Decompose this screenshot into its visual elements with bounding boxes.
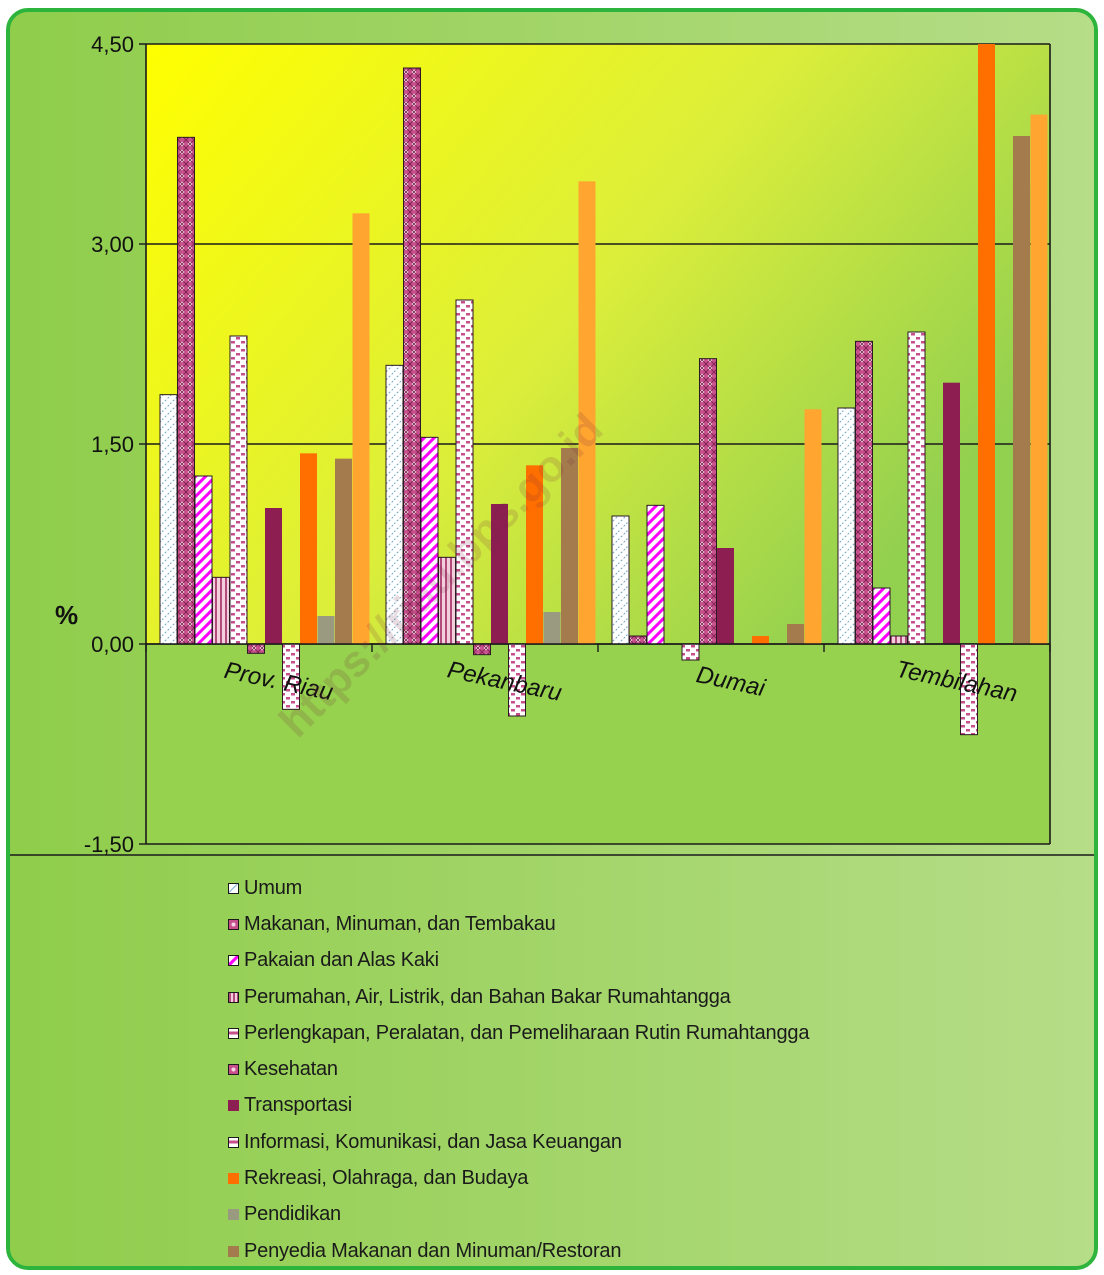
y-tick-labels: 4,50 3,00 1,50 0,00 -1,50 [84,32,134,857]
bar-11-prov-riau [335,458,352,644]
legend-item: Perlengkapan, Peralatan, dan Pemeliharaa… [228,1015,809,1051]
bar-6-pekanbaru [473,643,491,656]
legend-item: Perawatan Pribadi dan Jasa Lainnya [228,1269,809,1270]
legend-swatch [228,1027,239,1039]
y-tick-label-2: 1,50 [91,432,134,457]
legend-item: Perumahan, Air, Listrik, dan Bahan Bakar… [228,979,809,1015]
legend-label: Informasi, Komunikasi, dan Jasa Keuangan [244,1130,622,1153]
bar-11-dumai [787,624,804,644]
bar-3-tembilahan [872,587,891,645]
legend-label: Pendidikan [244,1203,341,1226]
bar-9-tembilahan [978,44,995,644]
legend-item: Kesehatan [228,1051,809,1087]
bar-12-tembilahan [1030,114,1048,644]
legend: Umum Makanan, Minuman, dan Tembakau Pakaia… [228,870,809,1270]
legend-item: Makanan, Minuman, dan Tembakau [228,906,809,942]
legend-label: Rekreasi, Olahraga, dan Budaya [244,1167,529,1190]
legend-label: Perumahan, Air, Listrik, dan Bahan Bakar… [244,985,731,1008]
bar-7-dumai [717,548,734,644]
legend-label: Makanan, Minuman, dan Tembakau [244,912,556,935]
legend-swatch [228,882,239,894]
y-tick-label-3: 0,00 [91,632,134,657]
legend-item: Umum [228,870,809,906]
axes [139,43,1051,845]
chart: 4,503,001,500,00-1,50 Prov. Riau Pekanbar… [10,12,1094,1266]
bar-5-prov-riau [229,335,248,645]
legend-swatch [228,1064,239,1076]
legend-item: Penyedia Makanan dan Minuman/Restoran [228,1233,809,1266]
bar-11-pekanbaru [561,448,578,644]
y-tick-label-0: 4,50 [91,32,134,57]
bar-12-dumai [804,409,822,644]
legend-item: Informasi, Komunikasi, dan Jasa Keuangan [228,1124,809,1160]
bar-7-tembilahan [943,382,960,644]
legend-swatch [228,1245,239,1257]
bar-2-pekanbaru [403,67,421,645]
legend-item: Pakaian dan Alas Kaki [228,943,809,979]
y-tick-label-4: -1,50 [84,832,134,857]
legend-label: Pakaian dan Alas Kaki [244,949,439,972]
legend-item: Pendidikan [228,1197,809,1233]
bar-2-dumai [629,635,647,645]
bar-10-prov-riau [317,616,335,644]
bar-10-pekanbaru [543,612,561,644]
bar-1-dumai [611,515,630,645]
legend-swatch [228,1173,239,1185]
legend-swatch [228,991,239,1003]
bar-4-tembilahan [890,635,908,645]
legend-swatch [228,918,239,930]
bar-3-dumai [646,504,665,645]
bar-6-prov-riau [247,643,265,654]
legend-swatch [228,1209,239,1221]
legend-swatch [228,1100,239,1112]
bar-7-prov-riau [265,508,282,644]
legend-swatch [228,955,239,967]
legend-swatch [228,1136,239,1148]
legend-label: Penyedia Makanan dan Minuman/Restoran [244,1239,622,1262]
bar-3-prov-riau [194,475,213,645]
bar-5-tembilahan [907,331,926,645]
bar-9-dumai [752,636,769,644]
legend-label: Umum [244,876,303,899]
bar-1-prov-riau [159,394,178,645]
chart-frame: 4,50 3,00 1,50 0,00 -1,50 Prov. Riau Pekanbar… [6,8,1098,1270]
bar-12-pekanbaru [578,181,596,645]
legend-label: Perlengkapan, Peralatan, dan Pemeliharaa… [244,1021,810,1044]
legend-item: Rekreasi, Olahraga, dan Budaya [228,1160,809,1196]
bar-1-tembilahan [837,407,856,645]
bar-11-tembilahan [1013,136,1030,644]
legend-item: Transportasi [228,1088,809,1124]
bar-9-pekanbaru [526,465,543,644]
bar-2-tembilahan [855,340,873,645]
legend-label: Kesehatan [244,1058,338,1081]
plot-area-background [146,44,1050,644]
bar-12-prov-riau [352,213,370,645]
bar-2-prov-riau [177,136,195,645]
bar-7-pekanbaru [491,504,508,644]
legend-label: Transportasi [244,1094,353,1117]
bar-6-dumai [699,358,717,645]
bar-9-prov-riau [300,453,317,644]
bars [159,44,1048,736]
bar-4-prov-riau [212,576,230,645]
y-axis-label: % [55,600,78,630]
y-tick-label-1: 3,00 [91,232,134,257]
bar-5-dumai [681,643,700,661]
